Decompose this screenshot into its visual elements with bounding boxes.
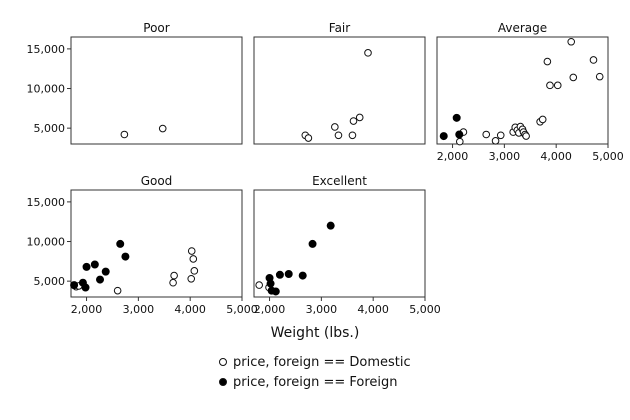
legend-foreign-marker bbox=[219, 378, 227, 386]
foreign-point bbox=[96, 275, 105, 284]
legend-foreign-label: price, foreign == Foreign bbox=[233, 375, 398, 390]
domestic-point bbox=[187, 247, 196, 255]
domestic-point bbox=[543, 57, 552, 66]
panel-title: Excellent bbox=[312, 174, 367, 188]
panel-title: Good bbox=[141, 174, 173, 188]
legend-domestic-label: price, foreign == Domestic bbox=[233, 355, 411, 370]
domestic-point bbox=[553, 81, 562, 90]
panel-title: Poor bbox=[143, 21, 169, 35]
foreign-point bbox=[70, 281, 79, 290]
domestic-point bbox=[589, 56, 598, 64]
foreign-point bbox=[298, 271, 307, 280]
domestic-point bbox=[190, 267, 199, 275]
x-tick-label: 3,000 bbox=[489, 150, 521, 163]
domestic-point bbox=[349, 117, 358, 125]
x-tick-label: 3,000 bbox=[123, 303, 155, 316]
panel-excellent: Excellent 2,000 3,000 4,000 5,000 bbox=[253, 174, 441, 316]
x-tick-label: 4,000 bbox=[357, 303, 389, 316]
panel-frame bbox=[253, 36, 426, 145]
y-tick-label: 5,000 bbox=[34, 122, 66, 135]
x-tick-label: 3,000 bbox=[306, 303, 338, 316]
panel-frame bbox=[436, 36, 609, 145]
domestic-point bbox=[113, 286, 122, 295]
foreign-point bbox=[81, 283, 90, 292]
panel-good: Good 5,000 10,000 15,000 2,000 3,000 4,000 5,00… bbox=[27, 174, 258, 316]
y-tick-label: 5,000 bbox=[34, 275, 66, 288]
domestic-point bbox=[364, 49, 372, 57]
domestic-point bbox=[522, 132, 530, 140]
foreign-point bbox=[275, 270, 284, 279]
y-tick-label: 10,000 bbox=[27, 83, 66, 96]
domestic-point bbox=[491, 137, 500, 145]
legend-domestic-marker bbox=[219, 358, 227, 366]
domestic-point bbox=[255, 281, 263, 289]
domestic-point bbox=[169, 278, 177, 287]
foreign-point bbox=[82, 262, 91, 271]
panel-frame bbox=[70, 36, 243, 145]
foreign-point bbox=[121, 252, 130, 261]
panel-frame bbox=[70, 189, 243, 298]
foreign-point bbox=[452, 113, 461, 122]
foreign-point bbox=[101, 267, 110, 276]
x-tick-label: 5,000 bbox=[592, 150, 624, 163]
y-tick-label: 15,000 bbox=[27, 43, 66, 56]
y-tick-label: 10,000 bbox=[27, 236, 66, 249]
panels: Poor 5,000 10,000 15,000 Fair Average 2,000 3,0… bbox=[27, 21, 624, 316]
domestic-point bbox=[120, 130, 129, 139]
foreign-point bbox=[116, 239, 125, 248]
domestic-point bbox=[189, 255, 198, 263]
x-tick-label: 5,000 bbox=[409, 303, 441, 316]
foreign-point bbox=[455, 130, 464, 139]
x-tick-label: 2,000 bbox=[254, 303, 286, 316]
domestic-point bbox=[187, 274, 196, 283]
foreign-point bbox=[439, 132, 448, 141]
domestic-point bbox=[482, 130, 491, 139]
domestic-point bbox=[567, 37, 576, 46]
foreign-point bbox=[284, 270, 293, 279]
panel-poor: Poor 5,000 10,000 15,000 bbox=[27, 21, 243, 145]
domestic-point bbox=[569, 73, 578, 82]
domestic-point bbox=[355, 113, 364, 122]
x-tick-label: 4,000 bbox=[540, 150, 572, 163]
y-tick-label: 15,000 bbox=[27, 196, 66, 209]
domestic-point bbox=[334, 131, 343, 140]
x-tick-label: 4,000 bbox=[174, 303, 206, 316]
domestic-point bbox=[170, 271, 178, 280]
foreign-point bbox=[326, 221, 335, 230]
domestic-point bbox=[595, 72, 604, 81]
domestic-point bbox=[456, 137, 464, 146]
foreign-point bbox=[308, 239, 317, 248]
domestic-point bbox=[158, 124, 167, 133]
panel-fair: Fair bbox=[253, 21, 426, 145]
x-tick-label: 5,000 bbox=[226, 303, 258, 316]
domestic-point bbox=[348, 131, 357, 140]
domestic-point bbox=[538, 115, 547, 124]
foreign-point bbox=[266, 279, 275, 288]
domestic-point bbox=[496, 131, 505, 140]
foreign-point bbox=[90, 260, 99, 269]
domestic-point bbox=[331, 123, 339, 131]
legend: price, foreign == Domestic price, foreign… bbox=[219, 355, 411, 390]
x-tick-label: 2,000 bbox=[437, 150, 469, 163]
x-axis-title: Weight (lbs.) bbox=[271, 325, 360, 341]
panel-frame bbox=[253, 189, 426, 298]
panel-title: Average bbox=[498, 21, 547, 35]
panel-title: Fair bbox=[329, 21, 350, 35]
panel-average: Average 2,000 3,000 4,000 5,000 bbox=[436, 21, 624, 163]
x-tick-label: 2,000 bbox=[71, 303, 103, 316]
domestic-point bbox=[304, 134, 313, 142]
domestic-point bbox=[546, 81, 554, 90]
foreign-point bbox=[271, 287, 280, 296]
